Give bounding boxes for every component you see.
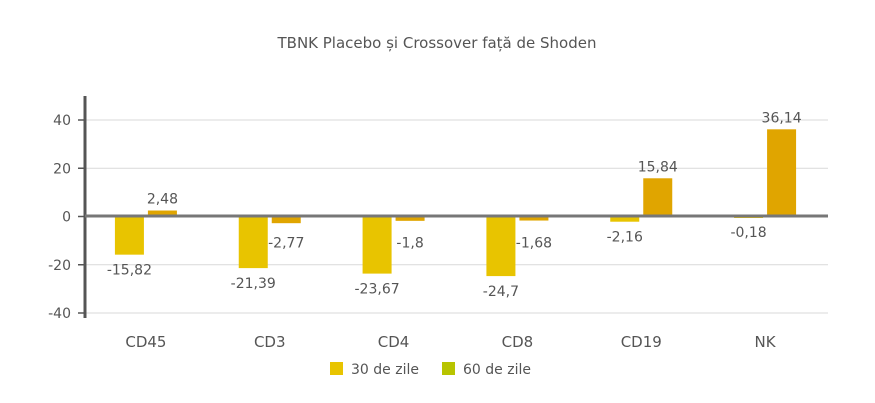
data-label: -2,16 [607,230,643,246]
y-tick-label: -40 [48,306,71,322]
data-label: -0,18 [730,225,766,241]
bar-cd45-series-2 [147,210,177,217]
y-axis-ticks: 40 20 0 -20 -40 [48,113,85,322]
bar-cd3-series-2 [271,216,301,224]
y-tick-label: 20 [53,161,71,177]
category-label: CD45 [125,333,166,351]
legend-swatch-60-de-zile [442,362,455,375]
legend-label-60-de-zile: 60 de zile [463,362,531,378]
bar-nk-series-2 [767,129,797,217]
data-label: 15,84 [638,159,678,175]
bar-cd45-series-1 [114,216,144,255]
data-labels: -15,82 2,48 -21,39 -2,77 -23,67 -1,8 -24,7 -1,6… [107,110,802,300]
bar-cd4-series-1 [362,216,392,274]
bar-cd19-series-2 [643,178,673,217]
data-label: 36,14 [762,110,802,126]
y-tick-label: 40 [53,113,71,129]
legend-swatch-30-de-zile [330,362,343,375]
data-label: 2,48 [147,192,178,208]
bars [114,129,797,277]
bar-cd4-series-2 [395,216,425,221]
legend: 30 de zile 60 de zile [330,362,531,378]
data-label: -15,82 [107,263,152,279]
data-label: -2,77 [268,236,304,252]
category-label: NK [755,333,777,351]
bar-cd8-series-1 [486,216,516,277]
data-label: -24,7 [483,284,519,300]
category-label: CD4 [378,333,410,351]
data-label: -21,39 [231,276,276,292]
data-label: -23,67 [355,282,400,298]
bar-cd3-series-1 [238,216,268,269]
legend-label-30-de-zile: 30 de zile [351,362,419,378]
y-tick-label: -20 [48,258,71,274]
chart-title: TBNK Placebo și Crossover față de Shoden [276,34,596,52]
data-label: -1,8 [396,236,423,252]
gridlines [85,119,828,314]
category-labels: CD45 CD3 CD4 CD8 CD19 NK [125,333,776,351]
y-tick-label: 0 [62,210,71,226]
category-label: CD3 [254,333,286,351]
category-label: CD19 [621,333,662,351]
category-label: CD8 [502,333,534,351]
bar-cd8-series-2 [519,216,549,221]
bar-cd19-series-1 [610,216,640,222]
data-label: -1,68 [516,236,552,252]
